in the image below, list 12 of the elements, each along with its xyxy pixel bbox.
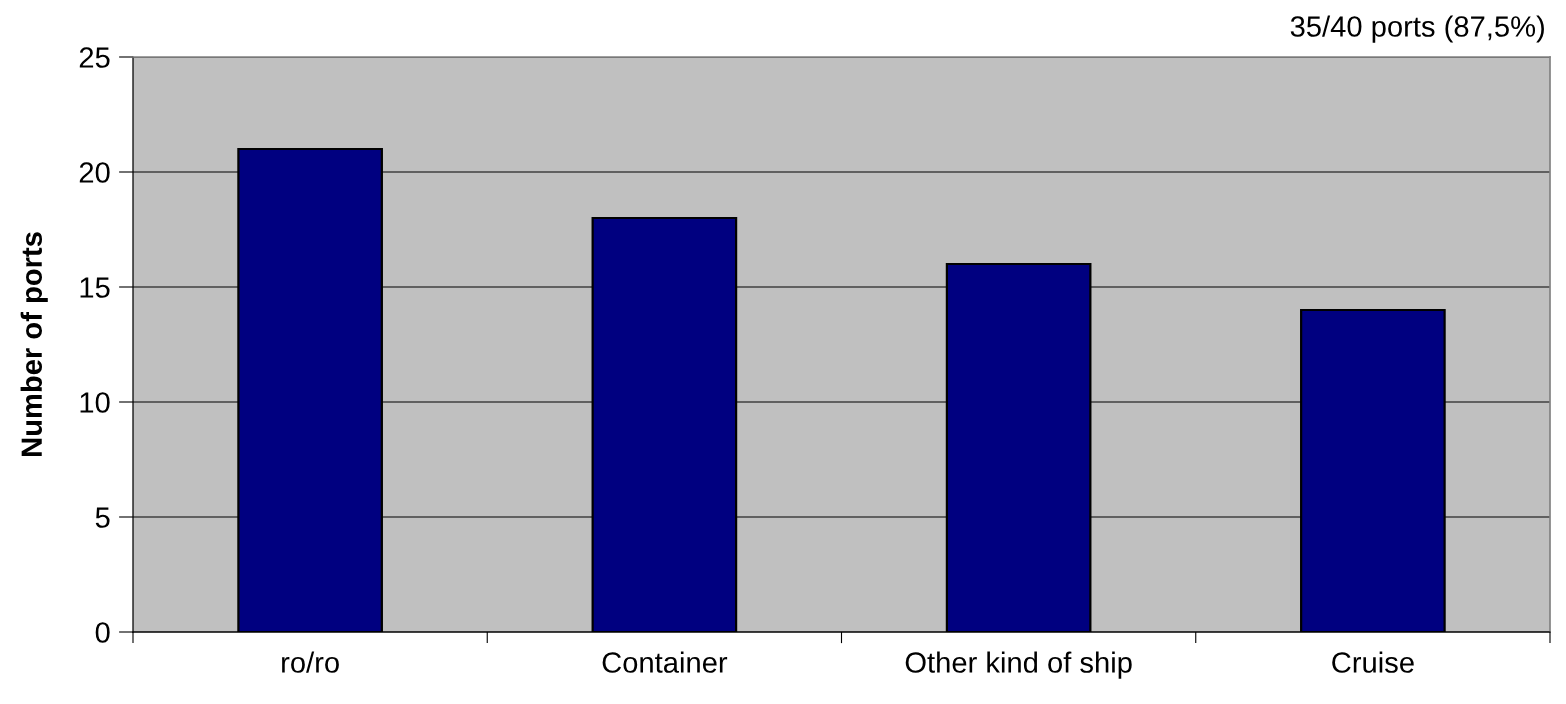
y-tick-label: 10 [80, 392, 110, 413]
y-tick-label: 20 [79, 162, 110, 183]
x-tick-label: ro/ro [282, 651, 339, 673]
x-tick-label: Other kind of ship [905, 651, 1132, 679]
x-tick-label: Cruise [1332, 651, 1414, 673]
y-tick-label: 15 [80, 277, 110, 298]
y-axis-title: Number of ports [20, 232, 48, 456]
x-tick-label: Container [602, 651, 728, 673]
y-tick-label: 0 [95, 622, 110, 643]
text: 35/40 ports (87,5%) [1290, 15, 1544, 43]
y-tick-label: 25 [79, 47, 110, 68]
y-tick-label: 5 [95, 507, 110, 528]
